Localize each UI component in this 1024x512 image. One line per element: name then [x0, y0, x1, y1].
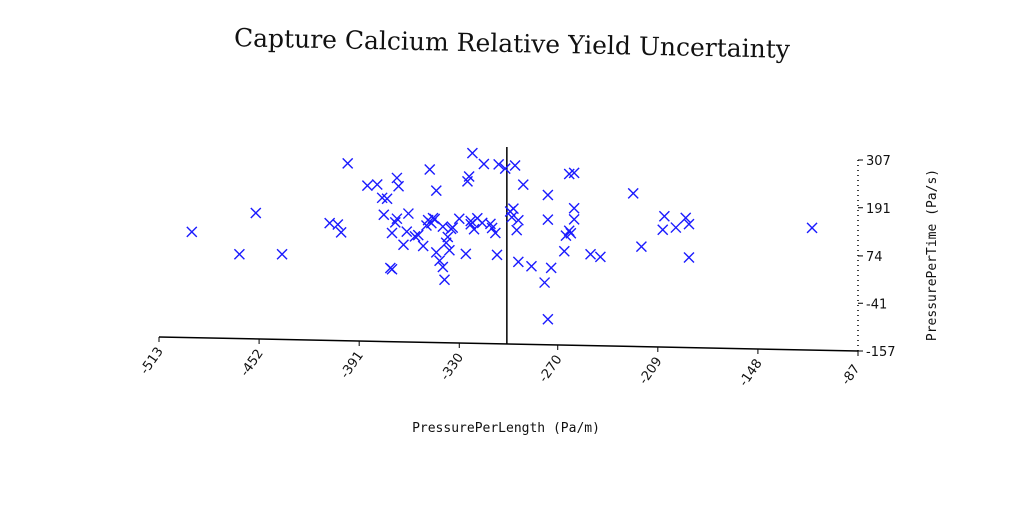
- x-tick-label: -391: [338, 349, 367, 382]
- data-point: [424, 164, 436, 176]
- data-point: [335, 226, 347, 238]
- data-point: [489, 227, 501, 239]
- data-point: [509, 159, 521, 171]
- data-point: [539, 277, 551, 289]
- data-point: [545, 262, 557, 274]
- x-tick-label: -513: [138, 345, 167, 378]
- data-point: [466, 147, 478, 159]
- data-point: [233, 248, 245, 260]
- x-tick-label: -270: [536, 353, 565, 386]
- x-tick-label: -452: [238, 347, 267, 380]
- data-point: [276, 248, 288, 260]
- data-point: [378, 209, 390, 221]
- data-point: [468, 223, 480, 235]
- data-point: [568, 202, 580, 214]
- data-point: [484, 218, 496, 230]
- data-point: [542, 189, 554, 201]
- data-point: [401, 226, 413, 238]
- data-point: [657, 224, 669, 236]
- data-point: [511, 224, 523, 236]
- data-point: [391, 213, 403, 225]
- data-point: [417, 240, 429, 252]
- data-point: [568, 213, 580, 225]
- data-point: [493, 158, 505, 170]
- y-tick-label: 74: [866, 250, 883, 265]
- data-point: [430, 185, 442, 197]
- data-point: [332, 219, 344, 230]
- data-point: [512, 256, 524, 268]
- data-point: [412, 229, 424, 241]
- data-point: [386, 263, 398, 275]
- data-point: [250, 207, 262, 219]
- data-point: [491, 249, 503, 261]
- data-point: [371, 179, 383, 191]
- data-point: [342, 157, 354, 169]
- y-axis-label: PressurePerTime (Pa/s): [925, 169, 940, 341]
- data-point: [186, 226, 198, 238]
- data-point: [680, 212, 692, 224]
- data-point: [542, 313, 554, 325]
- data-point: [585, 248, 597, 260]
- data-point: [486, 222, 498, 234]
- chart-title: Capture Calcium Relative Yield Uncertain…: [234, 23, 791, 64]
- data-point: [525, 260, 537, 272]
- data-point: [542, 214, 554, 226]
- data-point: [463, 171, 475, 182]
- data-point: [409, 230, 421, 242]
- data-point: [453, 213, 465, 225]
- data-points: [186, 147, 818, 325]
- data-point: [658, 210, 670, 222]
- data-point: [386, 227, 398, 239]
- data-point: [437, 221, 449, 233]
- data-point: [627, 187, 639, 199]
- data-point: [443, 244, 455, 256]
- data-point: [683, 218, 695, 230]
- data-point: [670, 222, 682, 234]
- x-tick-label: -209: [636, 355, 665, 388]
- data-point: [635, 241, 647, 253]
- data-point: [439, 274, 451, 286]
- y-axis-ticks: -157 -41 74 191 307: [858, 154, 896, 360]
- data-point: [506, 211, 518, 223]
- y-tick-label: 191: [866, 202, 891, 217]
- data-point: [594, 251, 606, 263]
- y-tick-label: 307: [866, 154, 891, 169]
- data-point: [507, 203, 519, 215]
- data-point: [434, 255, 446, 267]
- data-point: [478, 158, 490, 170]
- y-tick-label: -41: [866, 297, 887, 312]
- data-point: [460, 248, 472, 260]
- data-point: [512, 214, 524, 226]
- data-point: [558, 245, 570, 257]
- data-point: [389, 216, 401, 228]
- data-point: [517, 179, 529, 191]
- data-point: [565, 227, 577, 239]
- data-point: [393, 180, 405, 192]
- data-point: [806, 222, 818, 234]
- data-point: [447, 222, 459, 234]
- x-axis-ticks: -513 -452 -391 -330 -270 -209 -148 -87: [138, 337, 863, 390]
- data-point: [465, 215, 477, 227]
- data-point: [381, 193, 393, 205]
- data-point: [397, 239, 409, 251]
- data-point: [437, 261, 449, 273]
- axes: [158, 146, 859, 352]
- x-tick-label: -330: [438, 351, 467, 384]
- data-point: [568, 167, 580, 179]
- data-point: [361, 180, 373, 192]
- data-point: [683, 251, 695, 263]
- x-axis-label: PressurePerLength (Pa/m): [412, 421, 600, 436]
- data-point: [402, 208, 414, 220]
- y-tick-label: -157: [866, 345, 896, 360]
- x-axis-line: [158, 336, 859, 352]
- x-tick-label: -148: [736, 357, 765, 390]
- x-tick-label: -87: [839, 362, 863, 388]
- data-point: [442, 231, 454, 243]
- data-point: [430, 246, 442, 258]
- data-point: [499, 163, 511, 175]
